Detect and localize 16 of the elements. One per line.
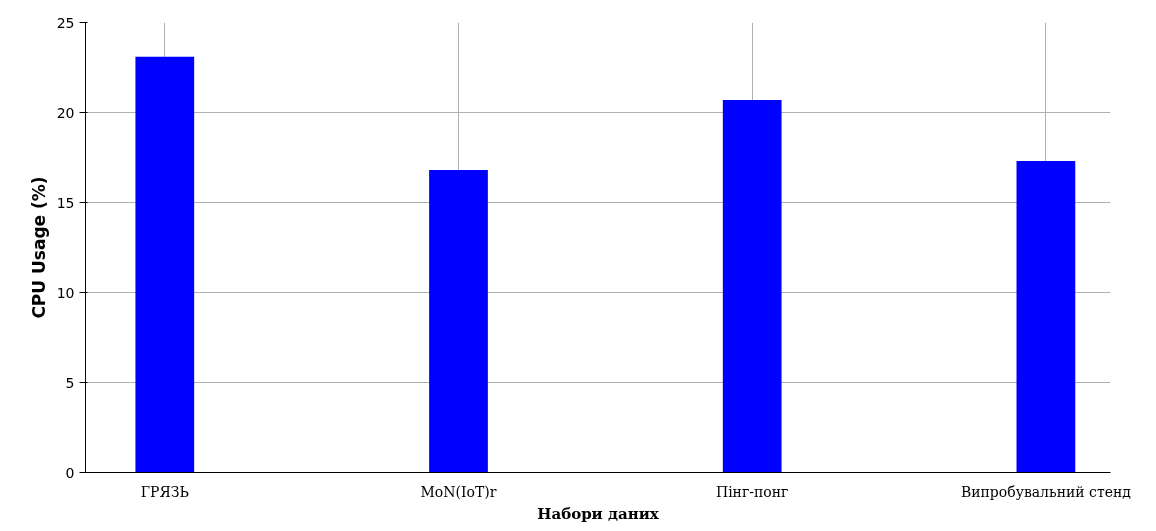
- y-tick-label: 25: [56, 14, 75, 31]
- bar: [722, 99, 782, 473]
- y-tick-label: 20: [56, 104, 75, 121]
- x-tick-label: Випробувальний стенд: [960, 483, 1132, 500]
- y-axis-title: CPU Usage (%): [28, 176, 49, 319]
- y-tick-label: 5: [65, 374, 75, 391]
- y-tick-label: 0: [65, 464, 75, 481]
- x-tick-label: ГРЯЗЬ: [140, 483, 189, 500]
- y-tick-label: 15: [56, 194, 75, 211]
- x-axis-title: Набори даних: [537, 504, 660, 523]
- x-tick-label: Пінг-понг: [715, 483, 789, 500]
- bar: [135, 56, 195, 473]
- bar: [1016, 161, 1076, 473]
- x-tick-label: MoN(IoT)r: [420, 483, 497, 500]
- bar: [429, 170, 488, 473]
- y-tick-label: 10: [56, 284, 75, 301]
